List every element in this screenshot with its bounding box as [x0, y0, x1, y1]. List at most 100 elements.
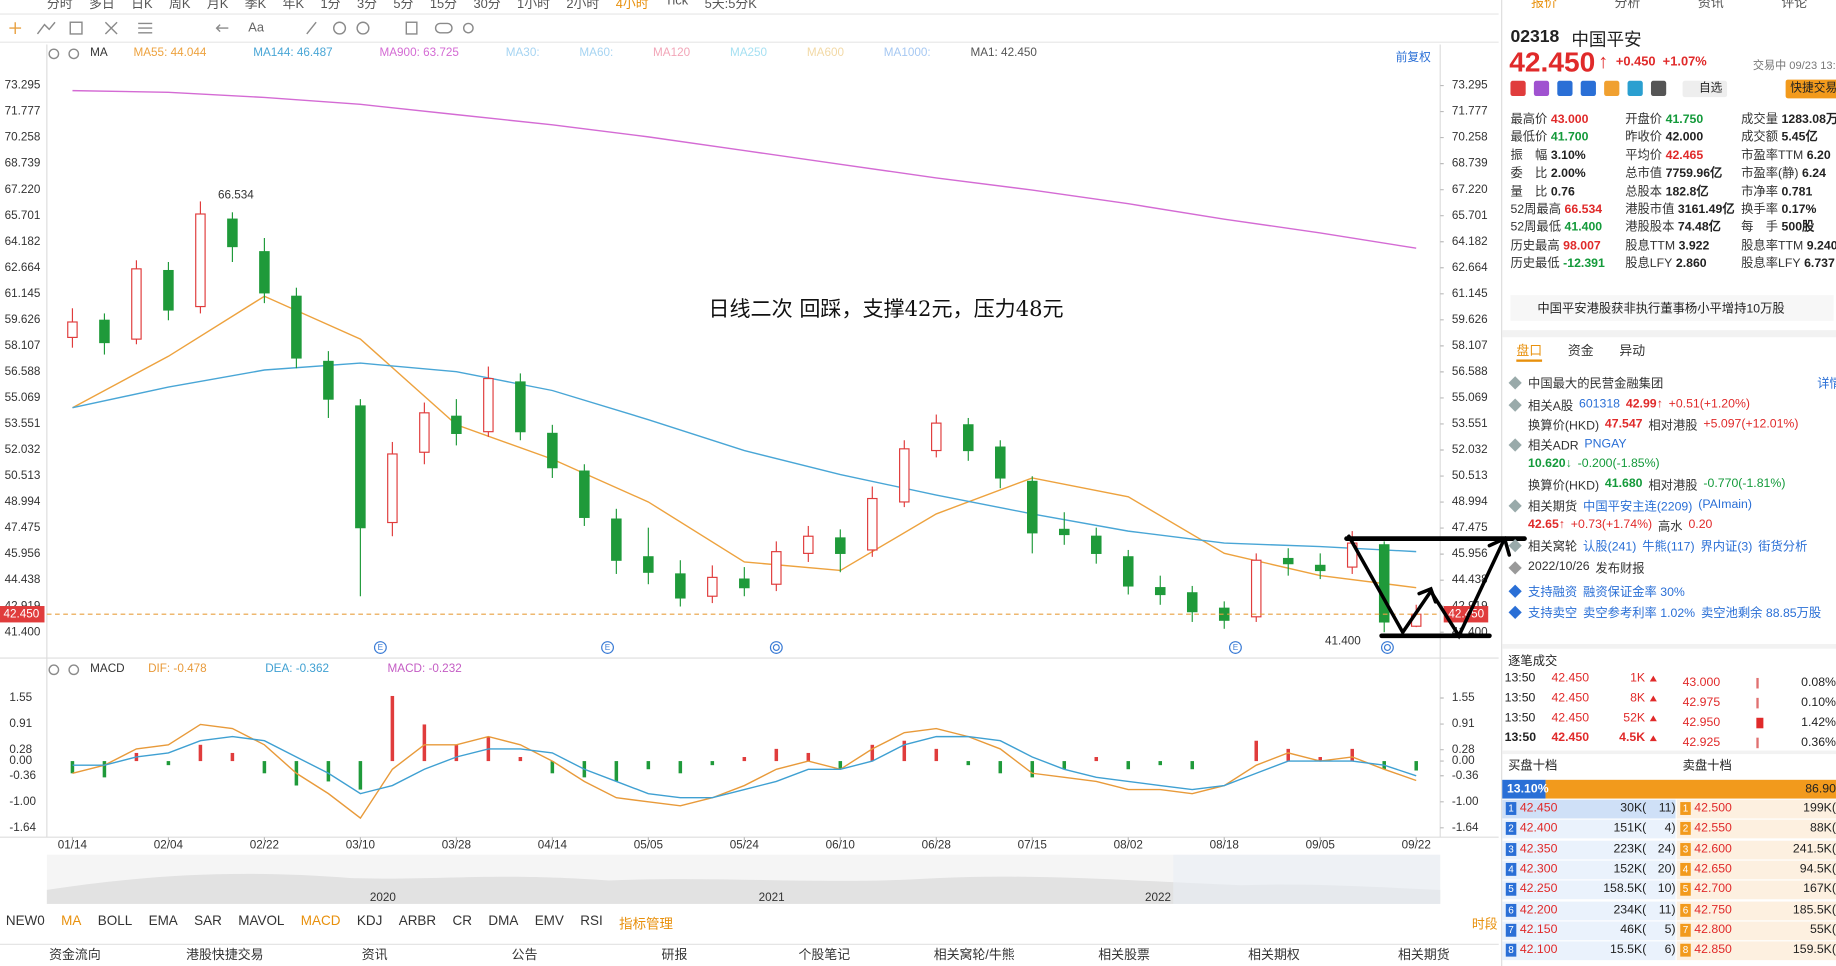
legend-item[interactable]: MA250: [729, 46, 768, 60]
period-tab[interactable]: 30分: [473, 0, 501, 12]
period-tab[interactable]: 4小时: [615, 0, 649, 12]
indicator-tab[interactable]: BOLL: [97, 914, 133, 929]
info-text[interactable]: 47.547: [1604, 416, 1643, 431]
quick-icon[interactable]: [1650, 80, 1667, 97]
trade-button[interactable]: 快捷交易: [1785, 79, 1836, 99]
macd-bar: [262, 761, 267, 774]
adjust-mode[interactable]: 前复权: [1395, 51, 1431, 65]
legend-item[interactable]: MA1: 42.450: [970, 46, 1037, 60]
indicator-tab[interactable]: EMA: [148, 914, 178, 929]
legend-item[interactable]: MA600: [806, 46, 844, 60]
period-tab[interactable]: 多日: [88, 0, 115, 12]
legend-item[interactable]: MA55: 44.044: [133, 46, 207, 60]
panel-tab[interactable]: 资讯: [1697, 0, 1724, 11]
quick-icon[interactable]: [1580, 80, 1596, 97]
info-text[interactable]: 42.65↑: [1528, 517, 1565, 532]
period-tab[interactable]: 2小时: [566, 0, 600, 12]
session-tab[interactable]: 时段: [1471, 917, 1498, 933]
legend-item[interactable]: MA30:: [505, 46, 540, 60]
period-tab[interactable]: 5分: [393, 0, 414, 12]
info-text[interactable]: 融资保证金率 30%: [1583, 585, 1685, 600]
period-tab[interactable]: 年K: [282, 0, 305, 12]
info-text[interactable]: 42.99↑: [1625, 396, 1663, 411]
sub-tab[interactable]: 盘口: [1516, 341, 1543, 362]
period-tab[interactable]: 1分: [320, 0, 341, 12]
info-text[interactable]: 卖空参考利率 1.02%: [1583, 606, 1696, 621]
panel-tab[interactable]: 评论: [1781, 0, 1808, 11]
sub-tab[interactable]: 资金: [1567, 344, 1594, 359]
info-text[interactable]: PNGAY: [1584, 436, 1627, 451]
period-tab[interactable]: 3分: [356, 0, 377, 12]
news-box[interactable]: [1510, 295, 1834, 321]
info-text[interactable]: 中国平安主连(2209): [1583, 499, 1693, 515]
watch-button[interactable]: 自选: [1682, 80, 1728, 98]
period-tab[interactable]: 周K: [169, 0, 191, 12]
info-text[interactable]: 支持融资: [1528, 585, 1578, 600]
period-tab[interactable]: 1小时: [517, 0, 550, 12]
bottom-tab[interactable]: 个股笔记: [798, 948, 851, 963]
legend-item[interactable]: MA120: [653, 46, 691, 60]
period-tab[interactable]: 月K: [206, 0, 229, 12]
bottom-tab[interactable]: 相关期货: [1398, 948, 1450, 963]
indicator-tab[interactable]: MA: [61, 914, 82, 929]
info-text[interactable]: 0.20: [1688, 517, 1713, 532]
info-text[interactable]: +0.51(+1.20%): [1668, 396, 1750, 411]
quick-icon[interactable]: [1604, 80, 1620, 97]
overview-window[interactable]: [1173, 854, 1441, 904]
bottom-tab[interactable]: 相关窝轮/牛熊: [933, 948, 1015, 963]
info-text[interactable]: 41.680: [1604, 476, 1643, 491]
info-text[interactable]: -0.200(-1.85%): [1577, 456, 1660, 471]
panel-tab[interactable]: 报价: [1531, 0, 1557, 11]
period-tab[interactable]: 15分: [429, 0, 458, 12]
bottom-tab[interactable]: 相关股票: [1098, 948, 1150, 963]
indicator-tab[interactable]: ARBR: [398, 914, 437, 929]
indicator-tab[interactable]: MAVOL: [238, 914, 285, 929]
legend-item[interactable]: MA144: 46.487: [253, 46, 333, 60]
bottom-tab[interactable]: 研报: [661, 948, 688, 963]
legend-item[interactable]: MA900: 63.725: [379, 46, 459, 60]
indicator-tab[interactable]: MACD: [300, 914, 341, 929]
legend-item[interactable]: MA60:: [579, 46, 614, 60]
bottom-tab[interactable]: 港股快捷交易: [186, 948, 264, 963]
info-text[interactable]: 认股(241): [1583, 539, 1637, 554]
info-text[interactable]: 10.620↓: [1528, 456, 1572, 471]
indicator-tab[interactable]: 指标管理: [619, 917, 673, 933]
quick-icon[interactable]: [1627, 80, 1643, 97]
info-text[interactable]: -0.770(-1.81%): [1703, 476, 1786, 491]
period-tab[interactable]: 季K: [244, 0, 267, 12]
bottom-tab[interactable]: 资金流向: [49, 948, 101, 963]
period-tab[interactable]: 5天:5分K: [704, 0, 757, 12]
quick-icon[interactable]: [1510, 80, 1526, 97]
indicator-tab[interactable]: KDJ: [356, 914, 383, 929]
quick-icon[interactable]: [1533, 80, 1550, 97]
bottom-tab[interactable]: 相关期权: [1248, 948, 1300, 963]
bottom-tab[interactable]: 公告: [511, 948, 538, 963]
event-label: E: [378, 643, 384, 652]
detail-link[interactable]: 详情: [1817, 377, 1836, 392]
quick-icon[interactable]: [1557, 80, 1573, 97]
info-text[interactable]: 街货分析: [1758, 539, 1808, 554]
period-tab[interactable]: Tick: [665, 0, 689, 9]
indicator-tab[interactable]: EMV: [534, 914, 564, 929]
bottom-tab[interactable]: 资讯: [361, 948, 388, 963]
sub-tab[interactable]: 异动: [1619, 344, 1646, 359]
info-text[interactable]: +5.097(+12.01%): [1703, 416, 1799, 431]
info-text[interactable]: 卖空池剩余 88.85万股: [1700, 606, 1822, 621]
indicator-tab[interactable]: NEW0: [5, 914, 45, 929]
indicator-tab[interactable]: DMA: [488, 914, 519, 929]
info-text[interactable]: +0.73(+1.74%): [1570, 517, 1653, 532]
indicator-tab[interactable]: RSI: [580, 914, 603, 929]
info-text[interactable]: 支持卖空: [1528, 606, 1578, 621]
indicator-tab[interactable]: SAR: [194, 914, 222, 929]
indicator-tab[interactable]: CR: [452, 914, 472, 929]
panel-tab[interactable]: 分析: [1614, 0, 1641, 11]
legend-item[interactable]: MA1000:: [883, 46, 931, 60]
info-text[interactable]: 界内证(3): [1700, 539, 1753, 554]
info-text[interactable]: (PAImain): [1698, 497, 1752, 512]
tool-icons[interactable]: [9, 21, 474, 676]
news[interactable]: 中国平安港股获非执行董事杨小平增持10万股: [1537, 302, 1785, 317]
period-tab[interactable]: 日K: [131, 0, 153, 12]
period-tab[interactable]: 分时: [46, 0, 73, 12]
info-text[interactable]: 601318: [1578, 396, 1621, 411]
info-text[interactable]: 牛熊(117): [1642, 539, 1695, 554]
